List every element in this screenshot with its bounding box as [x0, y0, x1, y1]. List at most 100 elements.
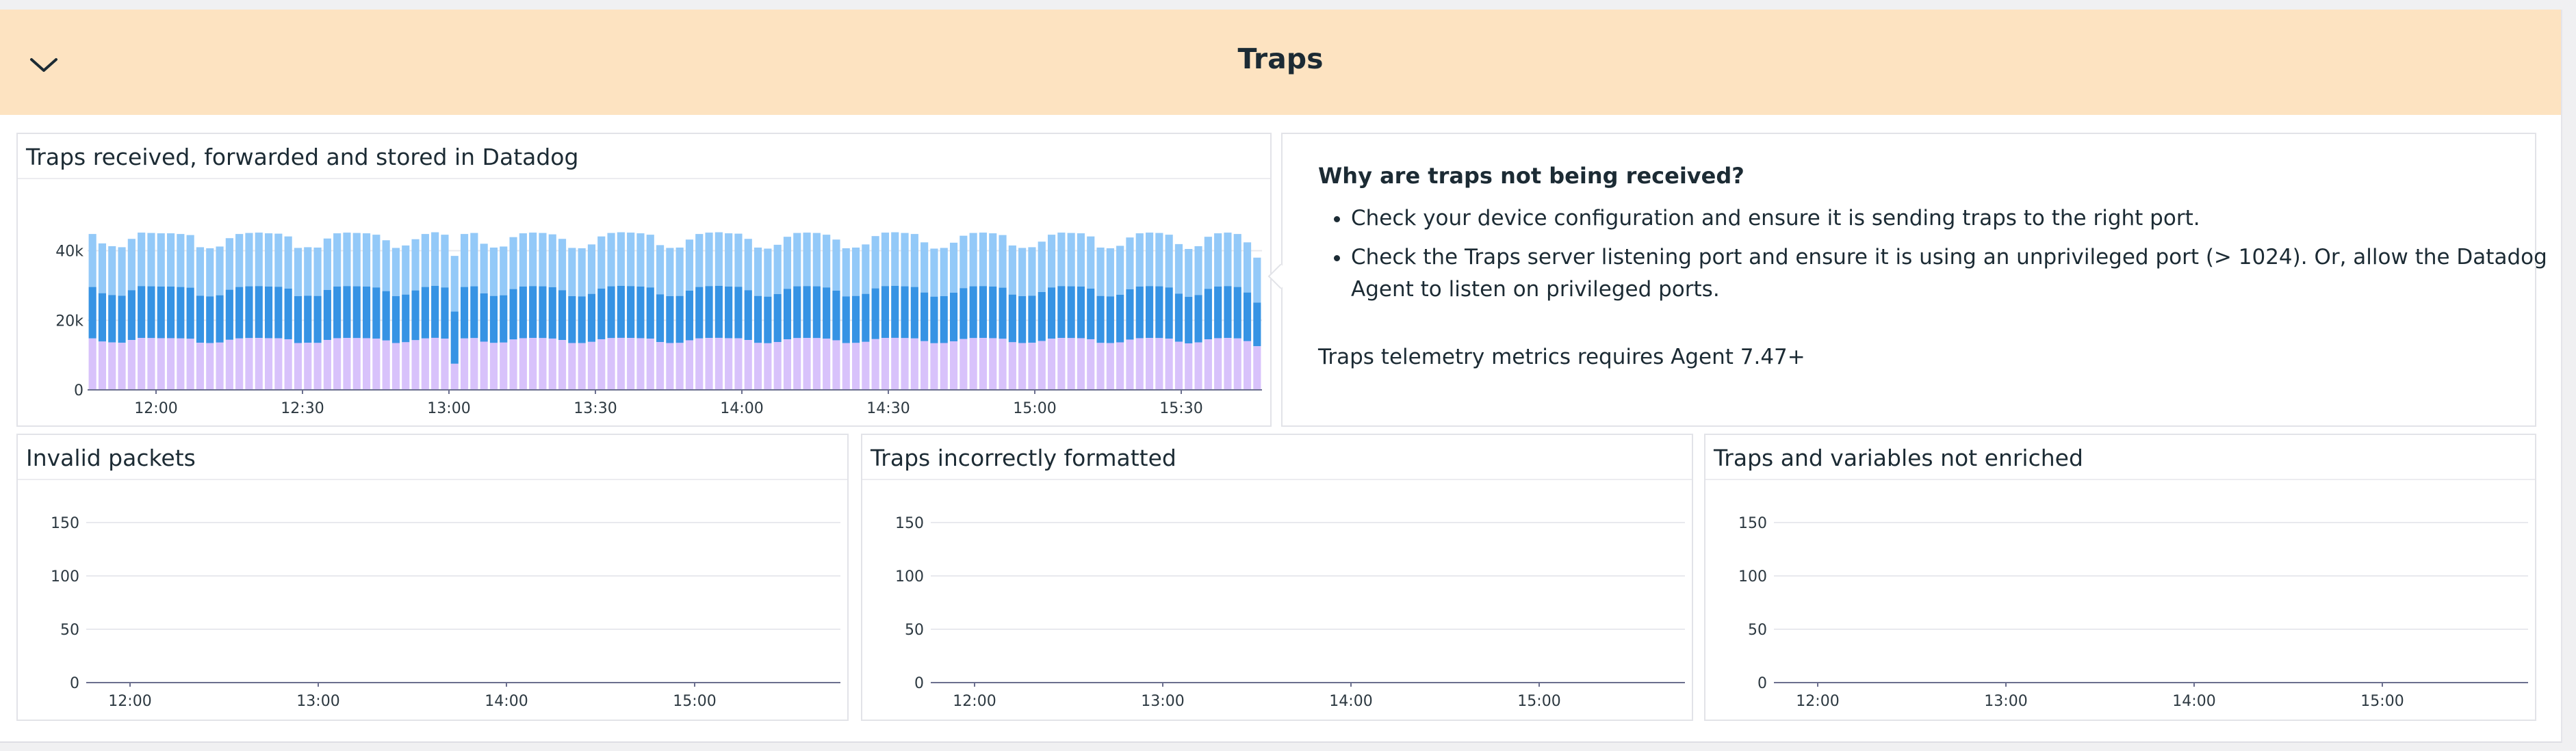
bar-received: [646, 235, 654, 288]
bar-stored: [862, 341, 870, 390]
bar-forwarded: [118, 295, 126, 343]
bar-stored: [411, 340, 420, 390]
bar-stored: [851, 343, 860, 390]
bar-forwarded: [1243, 292, 1252, 341]
bar-received: [1057, 233, 1066, 287]
bar-stored: [313, 343, 322, 390]
bar-stored: [725, 338, 733, 390]
bar-received: [196, 247, 205, 296]
bar-received: [714, 232, 723, 286]
bar-received: [1204, 237, 1212, 289]
bar-forwarded: [812, 286, 821, 339]
bar-stored: [734, 338, 743, 390]
bar-forwarded: [685, 290, 694, 341]
bar-received: [1194, 246, 1202, 295]
bar-received: [519, 233, 527, 287]
bar-stored: [607, 338, 615, 390]
title-divider: [1705, 479, 2535, 480]
bar-forwarded: [88, 287, 96, 339]
bar-received: [617, 232, 625, 286]
bar-forwarded: [1174, 293, 1183, 342]
bar-received: [1233, 234, 1241, 287]
bar-stored: [294, 343, 302, 390]
bar-stored: [500, 342, 508, 390]
x-tick-label: 12:00: [108, 693, 151, 710]
chevron-down-icon[interactable]: [27, 55, 60, 76]
x-tick-label: 15:00: [2360, 693, 2404, 710]
bar-received: [558, 239, 567, 291]
invalid-packets-chart[interactable]: 0 50 100 150 12:00 13:00 14:00 15:00: [18, 435, 847, 720]
x-tick-label: 12:00: [134, 400, 177, 417]
bar-stored: [959, 339, 968, 390]
bar-received: [969, 233, 977, 287]
bar-received: [529, 233, 537, 287]
incorrectly-formatted-chart[interactable]: 0 50 100 150 12:00 13:00 14:00 15:00: [862, 435, 1692, 720]
not-enriched-widget[interactable]: Traps and variables not enriched 0 50 100 1…: [1704, 434, 2536, 721]
bar-forwarded: [1057, 286, 1066, 339]
bar-forwarded: [157, 286, 165, 339]
bar-received: [343, 233, 351, 287]
bar-received: [636, 233, 645, 287]
widget-title: Traps incorrectly formatted: [871, 445, 1176, 471]
bar-stored: [264, 338, 273, 390]
bar-stored: [1067, 338, 1075, 390]
bar-stored: [1047, 339, 1056, 390]
bar-stored: [431, 337, 439, 390]
bar-stored: [940, 343, 948, 390]
bar-forwarded: [489, 295, 498, 343]
bar-forwarded: [558, 290, 567, 341]
bar-forwarded: [705, 286, 713, 339]
y-tick-label: 0: [1757, 675, 1767, 692]
bar-forwarded: [617, 285, 625, 338]
bar-forwarded: [98, 293, 107, 342]
bar-received: [411, 239, 420, 291]
bar-stored: [1194, 342, 1202, 390]
title-divider: [18, 479, 847, 480]
bar-received: [235, 234, 244, 287]
bar-received: [705, 233, 713, 287]
bar-received: [118, 247, 126, 296]
invalid-packets-widget[interactable]: Invalid packets 0 50 100 150 12:00 13:00 14:00…: [16, 434, 849, 721]
bar-stored: [568, 343, 576, 390]
bar-received: [793, 233, 801, 287]
bar-received: [441, 235, 449, 288]
bar-stored: [1096, 343, 1105, 390]
x-tick-label: 12:00: [953, 693, 996, 710]
bar-stored: [949, 341, 958, 390]
bar-received: [372, 235, 381, 288]
bar-stored: [382, 340, 390, 390]
bar-stored: [989, 338, 997, 390]
x-tick-label: 14:00: [2172, 693, 2215, 710]
y-tick-label: 150: [895, 515, 924, 532]
bar-received: [627, 233, 635, 287]
bar-forwarded: [1106, 296, 1114, 343]
bar-stored: [1165, 339, 1173, 390]
widget-title: Traps received, forwarded and stored in …: [26, 144, 579, 170]
not-enriched-chart[interactable]: 0 50 100 150 12:00 13:00 14:00 15:00: [1705, 435, 2535, 720]
bar-received: [1126, 237, 1134, 289]
bar-forwarded: [470, 286, 478, 339]
bar-received: [1174, 243, 1183, 294]
bar-stored: [675, 343, 684, 390]
traps-received-widget[interactable]: Traps received, forwarded and stored in …: [16, 133, 1272, 427]
bar-forwarded: [842, 296, 850, 343]
bar-received: [920, 242, 929, 293]
bar-stored: [391, 343, 400, 390]
incorrectly-formatted-widget[interactable]: Traps incorrectly formatted 0 50 100 150 12:…: [861, 434, 1693, 721]
bar-received: [264, 233, 273, 287]
x-tick-label: 13:00: [1141, 693, 1184, 710]
bar-received: [1155, 233, 1163, 287]
bar-received: [1135, 233, 1144, 287]
bar-forwarded: [607, 286, 615, 339]
bar-received: [940, 248, 948, 297]
bar-received: [1165, 235, 1173, 288]
bar-forwarded: [147, 286, 155, 339]
bar-stored: [343, 338, 351, 390]
traps-bar-chart[interactable]: 0 20k 40k 12:00 12:30 13:00 13:30 14:00 14:30 15:…: [18, 134, 1270, 425]
group-header[interactable]: Traps: [0, 10, 2561, 115]
widget-title: Invalid packets: [26, 445, 196, 471]
bar-received: [823, 235, 831, 288]
title-divider: [18, 178, 1270, 179]
y-tick-label: 100: [51, 568, 79, 585]
bar-forwarded: [1204, 289, 1212, 340]
